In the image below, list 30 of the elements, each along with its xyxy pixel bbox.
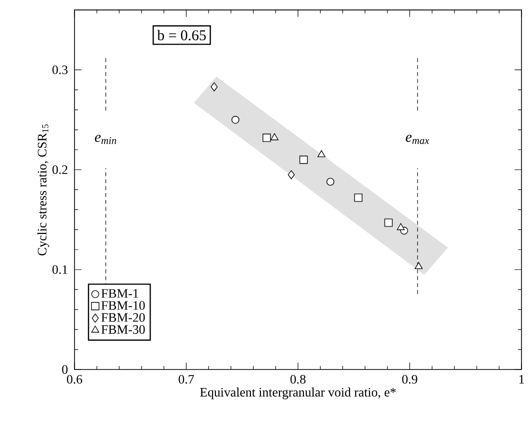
ref-line-label: e$_{max}$ <box>406 134 430 144</box>
point <box>270 133 278 140</box>
legend-label: FBM-1 <box>101 289 138 298</box>
x-tick-label: 0.6 <box>66 374 82 384</box>
x-tick-label: 0.7 <box>178 374 194 384</box>
point <box>354 194 362 202</box>
point <box>326 178 334 186</box>
point <box>384 218 393 227</box>
point <box>210 82 218 92</box>
point <box>299 156 308 164</box>
x-tick-label: 0.9 <box>402 374 418 384</box>
point <box>288 170 295 180</box>
y-tick-label: 0.1 <box>52 265 68 274</box>
y-tick-label: 0.2 <box>52 165 68 174</box>
y-tick-label: 0.3 <box>52 65 68 74</box>
legend-label: FBM-30 <box>101 325 145 334</box>
point <box>318 150 326 158</box>
y-axis-title: Cyclic stress ratio, CSR$_{15}$ <box>37 124 50 256</box>
point <box>262 134 271 142</box>
x-tick-label: 0.8 <box>290 374 306 384</box>
x-tick-label: 1 <box>519 374 524 384</box>
point <box>396 223 405 230</box>
point <box>232 116 240 124</box>
legend-label: FBM-20 <box>101 313 145 322</box>
annotation: b = 0.65 <box>157 30 206 40</box>
ref-line-label: e$_{min}$ <box>94 134 116 144</box>
x-axis-title: Equivalent intergranular void ratio, e* <box>200 387 396 400</box>
y-tick-label: 0 <box>62 365 68 374</box>
legend-label: FBM-10 <box>101 301 145 310</box>
point <box>414 262 423 269</box>
